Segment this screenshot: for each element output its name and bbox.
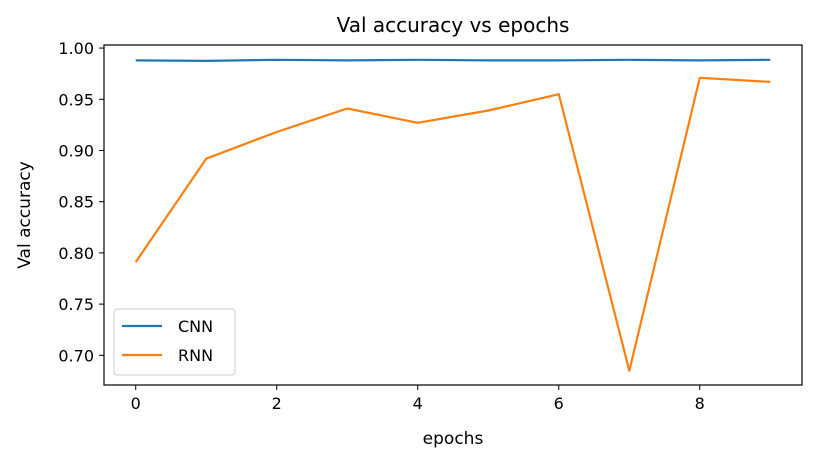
y-tick-label: 0.95	[58, 90, 94, 109]
legend-label-cnn: CNN	[178, 317, 213, 336]
series-line-cnn	[135, 58, 771, 63]
y-tick-label: 0.70	[58, 346, 94, 365]
legend-box	[113, 308, 236, 376]
x-tick-label: 8	[695, 394, 705, 413]
x-tick-label: 4	[413, 394, 423, 413]
x-tick-label: 2	[272, 394, 282, 413]
y-axis-ticks: 0.70 0.75 0.80 0.85 0.90 0.95 1.00	[58, 39, 104, 365]
y-axis-label: Val accuracy	[15, 161, 35, 269]
chart-title: Val accuracy vs epochs	[337, 13, 570, 37]
legend: CNN RNN	[113, 308, 236, 376]
x-tick-label: 6	[554, 394, 564, 413]
x-axis-ticks: 0 2 4 6 8	[131, 385, 705, 413]
legend-label-rnn: RNN	[178, 346, 213, 365]
y-tick-label: 0.90	[58, 141, 94, 160]
y-tick-label: 0.75	[58, 295, 94, 314]
series-lines	[134, 58, 771, 372]
plot-frame	[103, 44, 803, 386]
y-tick-label: 0.85	[58, 193, 94, 212]
series-line-rnn	[134, 76, 771, 372]
y-tick-label: 1.00	[58, 39, 94, 58]
x-axis-label: epochs	[423, 429, 484, 449]
y-tick-label: 0.80	[58, 244, 94, 263]
x-tick-label: 0	[131, 394, 141, 413]
